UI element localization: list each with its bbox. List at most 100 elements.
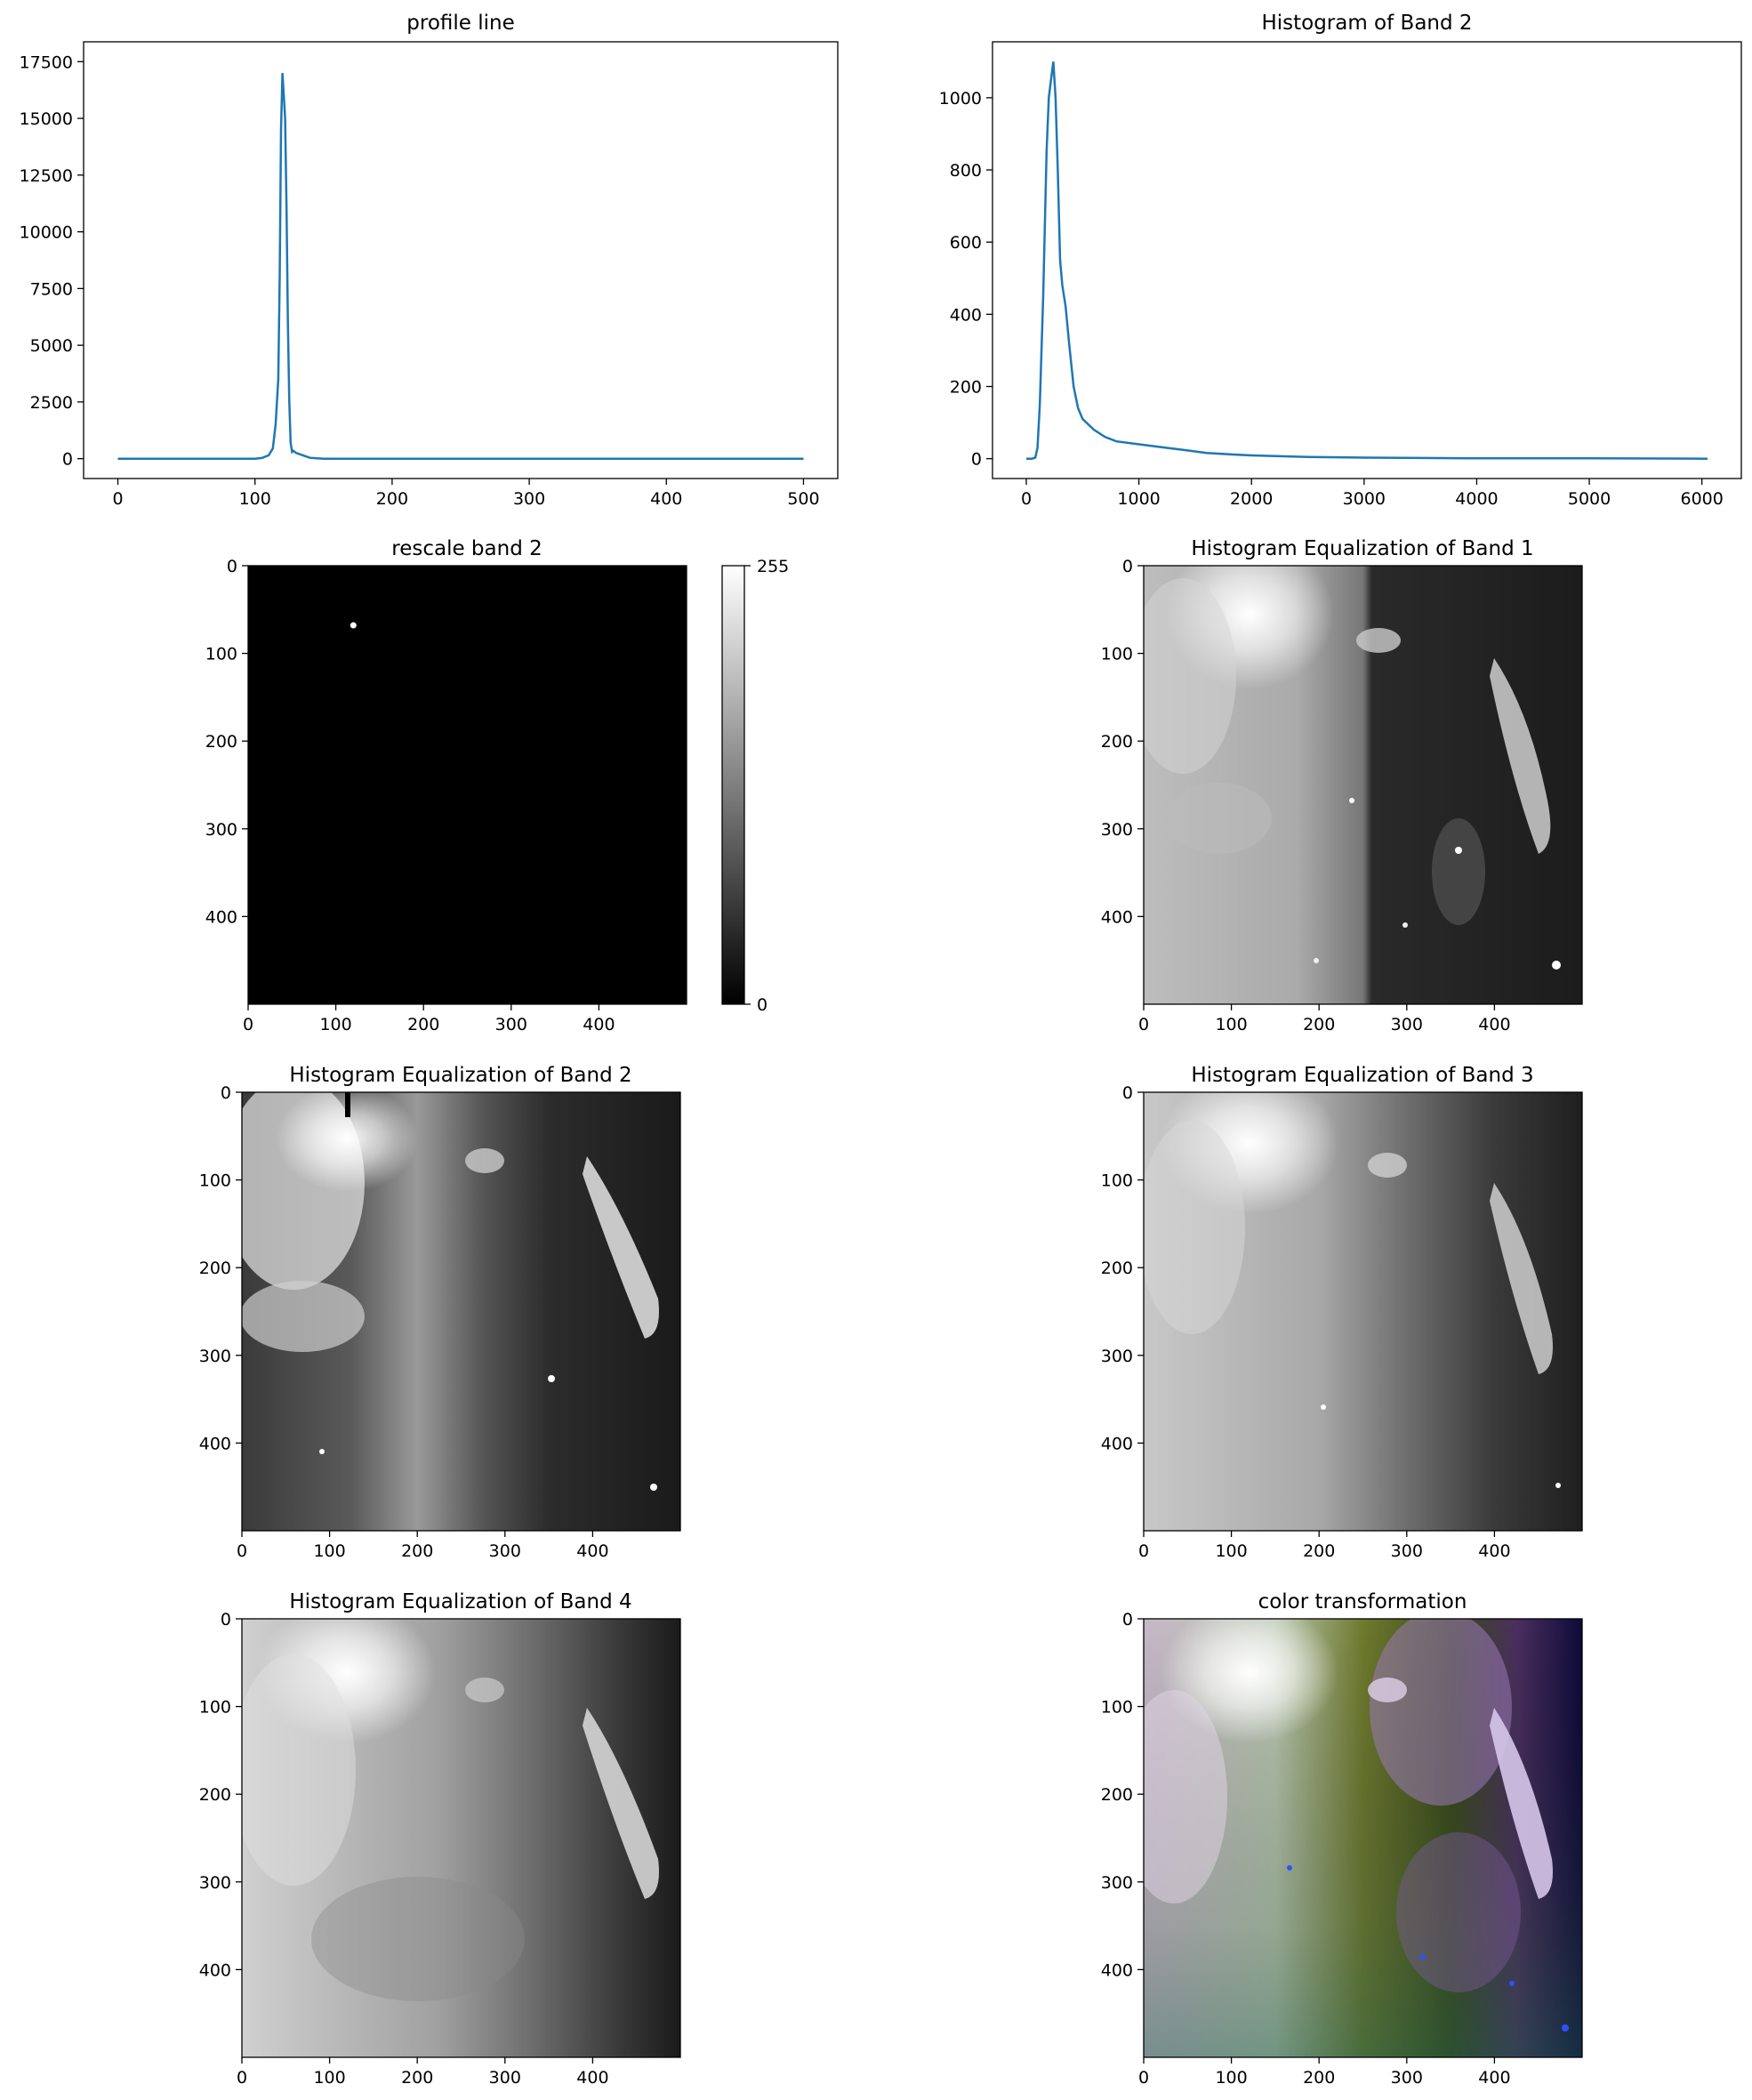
eq3-ytick-label: 200: [1101, 1259, 1133, 1278]
eq4-xtick-label: 300: [489, 2068, 521, 2088]
panel-color-transformation: color transformation 0 100 200 300 400 0 100 20…: [1101, 1590, 1583, 2088]
eq2-xtick-label: 200: [401, 1541, 433, 1561]
color-title: color transformation: [1258, 1590, 1467, 1613]
eq2-ytick-label: 200: [199, 1259, 231, 1278]
color-xtick-label: 300: [1391, 2068, 1423, 2088]
rescale2-xtick-label: 0: [243, 1015, 253, 1034]
panel-profile-line: profile line 0 100 200 300 400 50002500500075…: [20, 12, 839, 509]
hist2-xtick-label: 2000: [1230, 489, 1273, 509]
profile-xtick-label: 0: [112, 489, 123, 509]
histogram-axes-frame: [992, 41, 1742, 479]
panel-rescale-band2: rescale band 2 0 100 200 300 400 0 100 200 300 40…: [205, 537, 790, 1034]
eq1-xtick-label: 0: [1138, 1015, 1149, 1034]
eq4-ytick-label: 400: [199, 1960, 231, 1980]
color-xtick-label: 0: [1138, 2068, 1149, 2088]
color-xtick-label: 200: [1303, 2068, 1335, 2088]
profile-ytick-label: 2500: [30, 393, 73, 413]
eq4-xtick-label: 200: [401, 2068, 433, 2088]
eq4-xtick-label: 100: [313, 2068, 345, 2088]
profile-xtick-label: 500: [787, 489, 819, 509]
colorbar: 255 0: [721, 557, 789, 1015]
eq2-ytick-label: 400: [199, 1434, 231, 1453]
profile-ytick-label: 0: [62, 450, 73, 470]
rescale2-xtick-label: 300: [495, 1015, 527, 1034]
histogram-title: Histogram of Band 2: [1261, 12, 1472, 35]
color-ytick-label: 300: [1101, 1873, 1133, 1893]
profile-xtick-label: 400: [650, 489, 682, 509]
eq1-xtick-label: 200: [1303, 1015, 1335, 1034]
eq2-xtick-label: 300: [489, 1541, 521, 1561]
eq2-ytick-label: 300: [199, 1347, 231, 1366]
eq1-ytick-label: 0: [1122, 557, 1133, 576]
color-ytick-label: 0: [1122, 1610, 1133, 1629]
profile-ytick-label: 5000: [30, 336, 73, 356]
eq1-xtick-label: 300: [1391, 1015, 1423, 1034]
rescale2-xtick-label: 100: [319, 1015, 351, 1034]
colorbar-max-label: 255: [757, 557, 789, 576]
rescale-title: rescale band 2: [391, 537, 542, 560]
color-axes-frame: [1143, 1618, 1583, 2058]
histogram-ticks: 0 1000 2000 3000 4000 5000 6000 0 200 400 600 800 10…: [939, 89, 1724, 509]
eq2-xtick-label: 400: [576, 1541, 608, 1561]
eq-band1-axes-frame: [1143, 565, 1583, 1005]
eq1-ytick-label: 200: [1101, 732, 1133, 752]
rescale2-ytick-label: 200: [205, 732, 237, 752]
color-ytick-label: 400: [1101, 1960, 1133, 1980]
color-ticks: 0 100 200 300 400 0 100 200 300 400: [1101, 1610, 1511, 2088]
profile-series-line: [117, 73, 804, 460]
profile-xtick-label: 100: [239, 489, 271, 509]
eq-band2-image: [242, 1092, 680, 1531]
eq-band2-title: Histogram Equalization of Band 2: [289, 1064, 631, 1087]
eq4-xtick-label: 400: [576, 2068, 608, 2088]
rescale2-ytick-label: 300: [205, 820, 237, 840]
hist2-xtick-label: 4000: [1455, 489, 1498, 509]
eq2-xtick-label: 100: [313, 1541, 345, 1561]
eq1-ytick-label: 400: [1101, 907, 1133, 927]
eq-band1-title: Histogram Equalization of Band 1: [1191, 537, 1533, 560]
panel-equalization-band3: Histogram Equalization of Band 3 0 100 200…: [1101, 1064, 1583, 1561]
rescale-axes-frame: [247, 565, 687, 1005]
hist2-ytick-label: 600: [950, 233, 982, 253]
hist2-xtick-label: 5000: [1568, 489, 1611, 509]
eq4-ytick-label: 0: [221, 1610, 231, 1629]
eq3-xtick-label: 300: [1391, 1541, 1423, 1561]
colorbar-min-label: 0: [757, 995, 768, 1015]
eq-band2-ticks: 0 100 200 300 400 0 100 200 300 400: [199, 1083, 609, 1561]
profile-ytick-label: 7500: [30, 279, 73, 299]
hist2-xtick-label: 3000: [1343, 489, 1386, 509]
eq3-xtick-label: 0: [1138, 1541, 1149, 1561]
rescale2-ytick-label: 100: [205, 645, 237, 664]
profile-ytick-label: 17500: [20, 52, 73, 72]
color-xtick-label: 100: [1215, 2068, 1247, 2088]
rescale-bright-spot: [350, 622, 357, 629]
eq3-xtick-label: 100: [1215, 1541, 1247, 1561]
color-ytick-label: 100: [1101, 1698, 1133, 1718]
hist2-ytick-label: 400: [950, 305, 982, 325]
rescale2-ytick-label: 400: [205, 907, 237, 927]
rescale-image: [248, 566, 687, 1004]
eq-band3-axes-frame: [1143, 1091, 1583, 1532]
profile-ticks: 0 100 200 300 400 500025005000750010000125001…: [20, 52, 820, 509]
rescale-ticks: 0 100 200 300 400 0 100 200 300 400: [205, 557, 615, 1034]
eq-band4-image: [242, 1619, 680, 2057]
eq2-ytick-label: 100: [199, 1171, 231, 1191]
hist2-xtick-label: 0: [1021, 489, 1032, 509]
profile-title: profile line: [406, 12, 514, 35]
panel-equalization-band4: Histogram Equalization of Band 4 0 100 200…: [199, 1590, 681, 2088]
eq4-xtick-label: 0: [237, 2068, 247, 2088]
eq4-ytick-label: 200: [199, 1785, 231, 1805]
color-xtick-label: 400: [1478, 2068, 1510, 2088]
eq-band1-ticks: 0 100 200 300 400 0 100 200 300 400: [1101, 557, 1511, 1034]
hist2-ytick-label: 0: [971, 450, 982, 470]
hist2-ytick-label: 800: [950, 161, 982, 181]
eq3-xtick-label: 200: [1303, 1541, 1335, 1561]
eq-band2-axes-frame: [241, 1091, 681, 1532]
hist2-xtick-label: 6000: [1681, 489, 1724, 509]
rescale2-xtick-label: 200: [407, 1015, 439, 1034]
eq1-xtick-label: 100: [1215, 1015, 1247, 1034]
hist2-xtick-label: 1000: [1117, 489, 1160, 509]
eq1-xtick-label: 400: [1478, 1015, 1510, 1034]
eq2-ytick-label: 0: [221, 1083, 231, 1103]
histogram-series-line: [1026, 61, 1708, 460]
